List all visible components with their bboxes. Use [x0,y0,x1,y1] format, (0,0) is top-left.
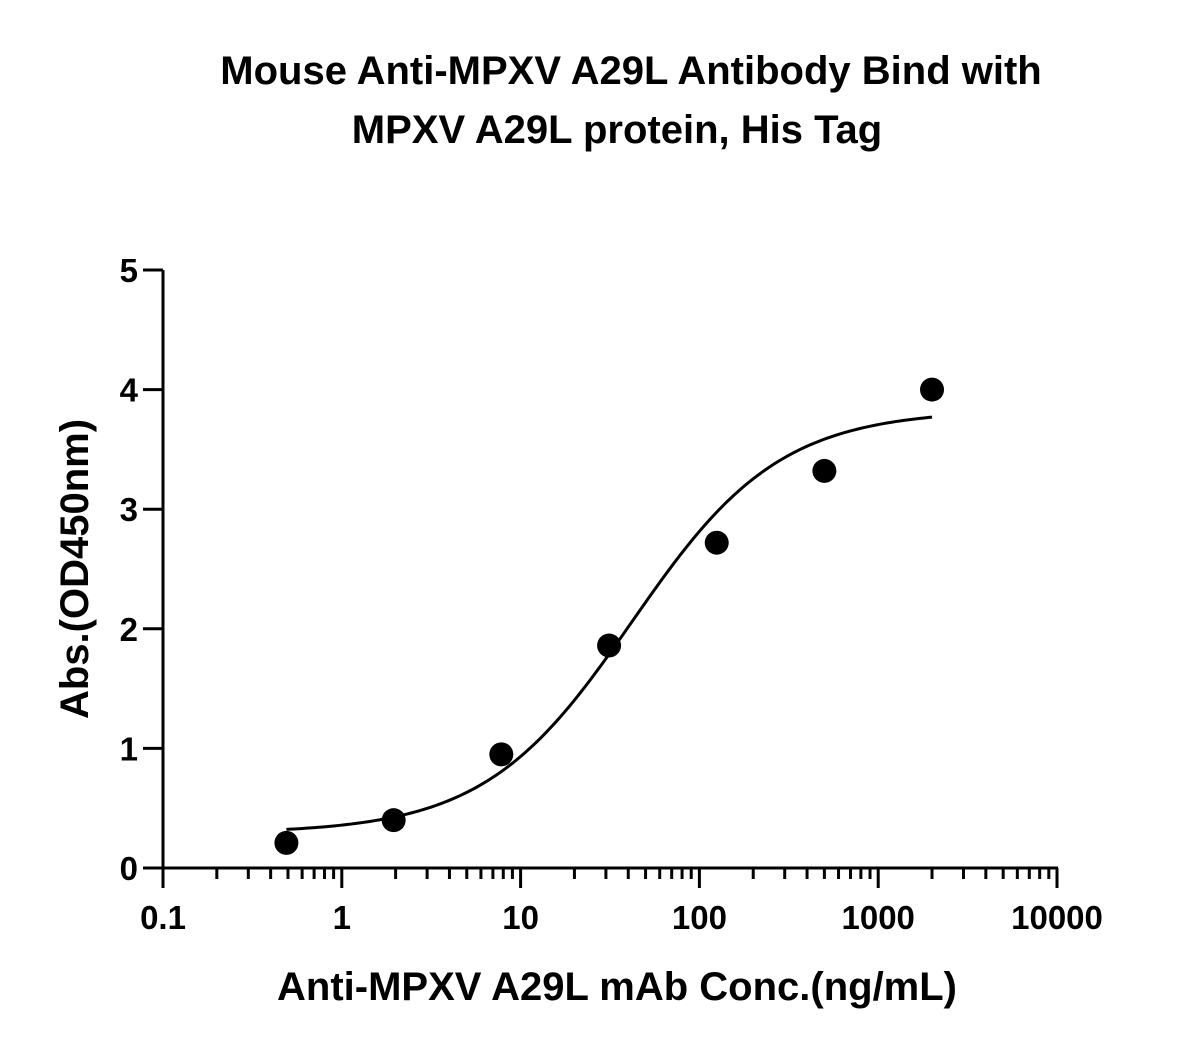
y-axis-label: Abs.(OD450nm) [53,419,97,719]
y-tick-label: 1 [120,730,138,767]
y-tick-label: 5 [120,252,138,289]
fit-curve [286,415,933,831]
chart-title-line1: Mouse Anti-MPXV A29L Antibody Bind with [220,49,1041,93]
x-tick-label: 100 [672,899,727,936]
data-point [704,530,729,555]
y-tick-label: 4 [120,372,139,409]
data-point [489,742,514,767]
x-tick-label: 10000 [1011,899,1103,936]
chart-title-line2: MPXV A29L protein, His Tag [352,108,882,152]
data-point [274,830,299,855]
y-tick-label: 2 [120,611,138,648]
x-tick-label: 0.1 [140,899,186,936]
y-tick-label: 0 [120,850,138,887]
x-tick-label: 1000 [841,899,914,936]
data-point [381,808,406,833]
data-point [812,458,837,483]
y-tick-label: 3 [120,491,138,528]
fit-curve-layer [286,415,933,831]
data-point [920,377,945,402]
x-tick-label: 10 [502,899,539,936]
data-point [597,633,622,658]
x-axis-label: Anti-MPXV A29L mAb Conc.(ng/mL) [277,965,957,1009]
data-points [274,377,945,855]
x-tick-label: 1 [333,899,351,936]
axes: 0 1 2 3 4 5 0.1 1 10 100 1000 10000 [120,252,1103,936]
